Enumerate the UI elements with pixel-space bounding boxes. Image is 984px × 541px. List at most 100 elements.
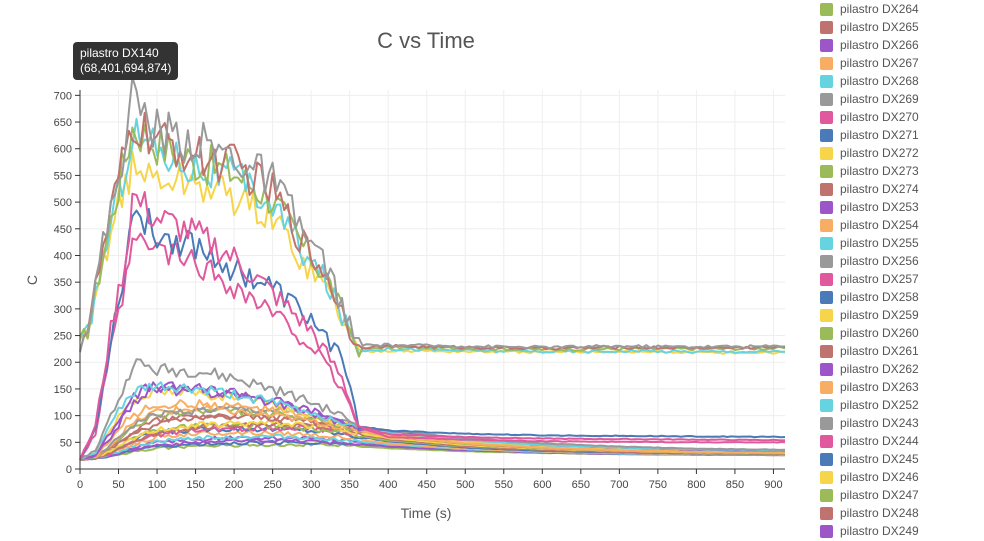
y-tick-label: 200 [54,357,72,369]
legend-item[interactable]: pilastro DX245 [820,450,984,468]
legend-label: pilastro DX249 [840,524,919,538]
legend-swatch [820,200,833,214]
tooltip-series-name: pilastro DX140 [80,46,159,60]
legend-swatch [820,362,833,376]
legend-label: pilastro DX256 [840,254,919,268]
series-line[interactable] [79,124,786,358]
legend-label: pilastro DX273 [840,164,919,178]
legend-item[interactable]: pilastro DX254 [820,216,984,234]
x-tick-label: 400 [379,479,397,491]
axes [79,90,785,470]
legend-item[interactable]: pilastro DX267 [820,54,984,72]
x-tick-label: 650 [572,479,590,491]
x-tick-label: 450 [418,479,436,491]
legend-swatch [820,218,833,232]
legend-label: pilastro DX243 [840,416,919,430]
legend-item[interactable]: pilastro DX248 [820,504,984,522]
legend-item[interactable]: pilastro DX255 [820,234,984,252]
legend-item[interactable]: pilastro DX262 [820,360,984,378]
legend-swatch [820,488,833,502]
y-tick-label: 0 [66,464,72,476]
legend-item[interactable]: pilastro DX271 [820,126,984,144]
hover-tooltip: pilastro DX140 (68,401,694,874) [73,42,179,80]
legend-swatch [820,2,833,16]
x-tick-label: 750 [649,479,667,491]
legend-swatch [820,380,833,394]
legend-item[interactable]: pilastro DX273 [820,162,984,180]
legend-item[interactable]: pilastro DX253 [820,198,984,216]
legend-label: pilastro DX253 [840,200,919,214]
legend-label: pilastro DX254 [840,218,919,232]
legend-item[interactable]: pilastro DX274 [820,180,984,198]
legend-swatch [820,20,833,34]
x-tick-label: 700 [610,479,628,491]
series-layer [79,76,786,461]
y-tick-label: 300 [54,304,72,316]
legend-item[interactable]: pilastro DX263 [820,378,984,396]
tooltip-value: (68,401,694,874) [80,61,172,75]
legend-swatch [820,398,833,412]
series-line[interactable] [79,150,786,355]
legend-swatch [820,164,833,178]
series-line[interactable] [79,111,786,351]
legend-item[interactable]: pilastro DX272 [820,144,984,162]
legend-item[interactable]: pilastro DX246 [820,468,984,486]
legend-label: pilastro DX263 [840,380,919,394]
series-line[interactable] [79,76,786,353]
legend-item[interactable]: pilastro DX258 [820,288,984,306]
x-tick-label: 300 [302,479,320,491]
legend-item[interactable]: pilastro DX243 [820,414,984,432]
legend-item[interactable]: pilastro DX268 [820,72,984,90]
legend-label: pilastro DX248 [840,506,919,520]
legend-swatch [820,434,833,448]
legend-swatch [820,182,833,196]
series-line[interactable] [79,117,786,355]
legend-item[interactable]: pilastro DX270 [820,108,984,126]
legend-label: pilastro DX265 [840,20,919,34]
y-axis-title: C [24,275,40,285]
legend-item[interactable]: pilastro DX265 [820,18,984,36]
legend-swatch [820,506,833,520]
y-tick-label: 500 [54,197,72,209]
x-tick-label: 850 [726,479,744,491]
legend-item[interactable]: pilastro DX269 [820,90,984,108]
legend-swatch [820,290,833,304]
legend-item[interactable]: pilastro DX257 [820,270,984,288]
legend-label: pilastro DX267 [840,56,919,70]
legend-item[interactable]: pilastro DX266 [820,36,984,54]
legend-label: pilastro DX260 [840,326,919,340]
legend-swatch [820,110,833,124]
legend-item[interactable]: pilastro DX264 [820,0,984,18]
x-tick-label: 500 [456,479,474,491]
legend-item[interactable]: pilastro DX244 [820,432,984,450]
legend-swatch [820,146,833,160]
x-tick-label: 100 [148,479,166,491]
series-line[interactable] [79,191,786,461]
legend-label: pilastro DX271 [840,128,919,142]
legend-label: pilastro DX272 [840,146,919,160]
legend-label: pilastro DX258 [840,290,919,304]
y-tick-label: 250 [54,331,72,343]
legend-item[interactable]: pilastro DX256 [820,252,984,270]
series-line[interactable] [79,207,786,460]
legend-item[interactable]: pilastro DX261 [820,342,984,360]
legend-item[interactable]: pilastro DX249 [820,522,984,540]
legend-label: pilastro DX274 [840,182,919,196]
legend-label: pilastro DX261 [840,344,919,358]
legend-item[interactable]: pilastro DX260 [820,324,984,342]
legend-label: pilastro DX244 [840,434,919,448]
y-tick-label: 50 [60,437,72,449]
legend-item[interactable]: pilastro DX247 [820,486,984,504]
series-line[interactable] [79,358,786,461]
x-tick-label: 50 [112,479,124,491]
legend-swatch [820,74,833,88]
legend-item[interactable]: pilastro DX252 [820,396,984,414]
chart-title: C vs Time [377,28,475,53]
series-line[interactable] [79,232,786,461]
legend-item[interactable]: pilastro DX259 [820,306,984,324]
y-tick-label: 150 [54,384,72,396]
series-line[interactable] [79,399,785,461]
x-tick-label: 350 [340,479,358,491]
legend-swatch [820,524,833,538]
